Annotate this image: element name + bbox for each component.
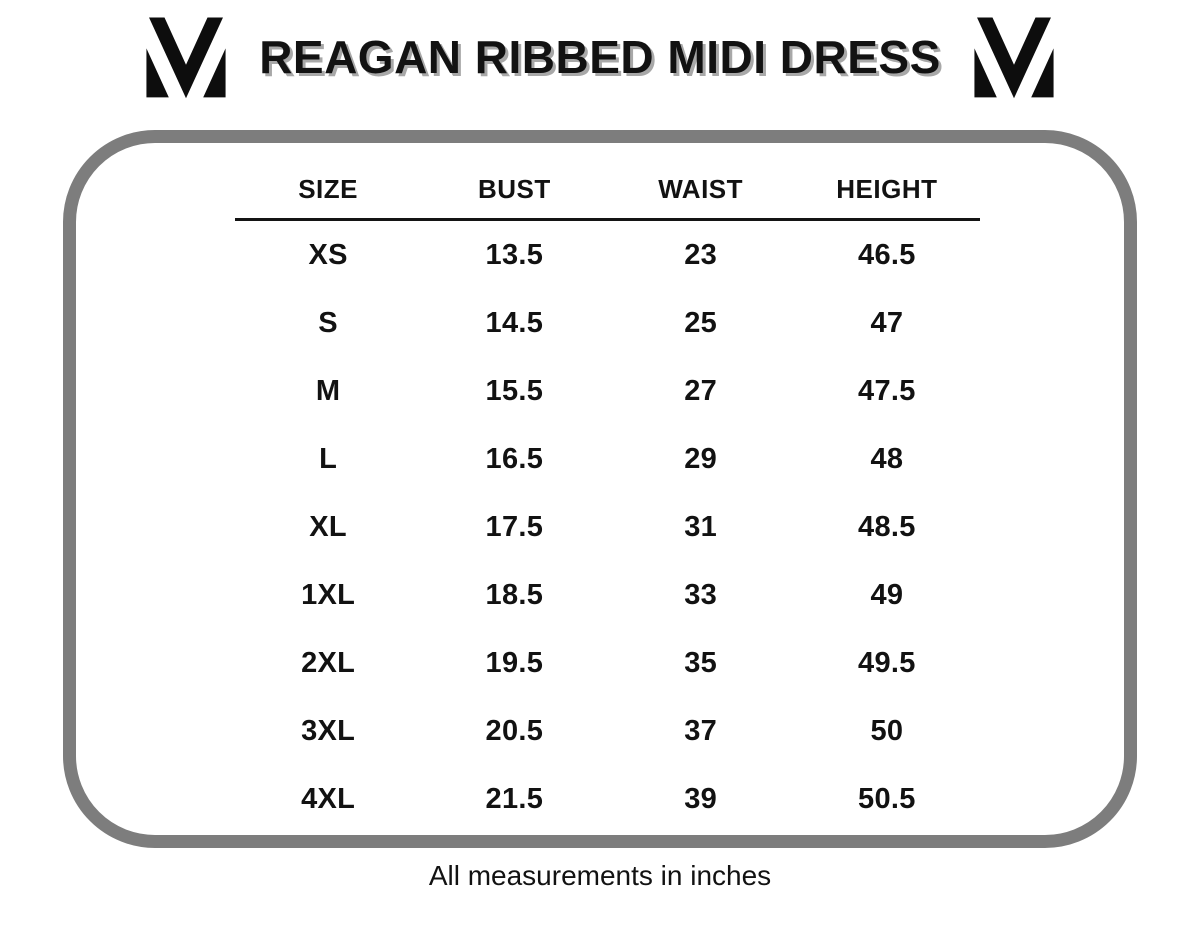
measurement-cell: 37 [684,714,718,747]
measurement-cell: 15.5 [485,374,544,407]
size-label-cell: XL [309,510,347,543]
column-header-bust: BUST [477,173,551,204]
size-table-row: 3XL 20.5 37 50 [235,697,980,765]
measurement-cell: 21.5 [485,782,544,815]
measurement-cell: 16.5 [485,442,544,475]
size-label-cell: M [315,374,341,407]
mm-monogram-icon [143,12,229,102]
size-table-row: 4XL 21.5 39 50.5 [235,765,980,833]
page-title: REAGAN RIBBED MIDI DRESS [259,31,941,83]
measurement-cell: 48.5 [858,510,916,543]
size-table: SIZE BUST WAIST HEIGHT XS 13.5 23 46.5 S 14.5… [235,160,980,833]
measurement-cell: 19.5 [485,646,544,679]
measurement-cell: 47 [870,306,904,339]
size-label-cell: 2XL [301,646,356,679]
measurement-cell: 47.5 [858,374,916,407]
measurement-cell: 46.5 [858,238,916,271]
size-label-cell: L [319,442,338,475]
size-table-row: XL 17.5 31 48.5 [235,493,980,561]
size-label-cell: S [318,306,338,339]
measurement-cell: 17.5 [485,510,544,543]
column-header-waist: WAIST [658,173,744,204]
size-label-cell: 4XL [301,782,356,815]
measurement-cell: 35 [684,646,718,679]
footer-note: All measurements in inches [428,860,772,891]
column-header-height: HEIGHT [836,173,938,204]
size-label-cell: 3XL [301,714,356,747]
column-header-size: SIZE [298,173,359,204]
measurement-cell: 13.5 [485,238,544,271]
size-table-row: XS 13.5 23 46.5 [235,221,980,289]
size-table-body: XS 13.5 23 46.5 S 14.5 25 47 M 15.5 27 47.5 L 16.5 29 4… [235,221,980,833]
size-table-row: M 15.5 27 47.5 [235,357,980,425]
measurement-cell: 49 [870,578,904,611]
measurement-cell: 29 [684,442,718,475]
mm-monogram-icon [971,12,1057,102]
measurement-cell: 33 [684,578,718,611]
size-table-row: L 16.5 29 48 [235,425,980,493]
measurement-cell: 20.5 [485,714,544,747]
measurement-cell: 48 [870,442,904,475]
measurement-cell: 27 [684,374,718,407]
measurement-cell: 23 [684,238,718,271]
header: REAGAN RIBBED MIDI DRESS [0,12,1200,102]
measurement-cell: 18.5 [485,578,544,611]
size-label-cell: XS [308,238,348,271]
measurement-cell: 50 [870,714,904,747]
size-table-row: 1XL 18.5 33 49 [235,561,980,629]
size-label-cell: 1XL [301,578,356,611]
measurement-cell: 31 [684,510,718,543]
measurement-cell: 49.5 [858,646,916,679]
size-table-row: 2XL 19.5 35 49.5 [235,629,980,697]
size-table-header-row: SIZE BUST WAIST HEIGHT [235,160,980,221]
measurement-cell: 14.5 [485,306,544,339]
size-chart-card: SIZE BUST WAIST HEIGHT XS 13.5 23 46.5 S 14.5… [63,130,1137,848]
measurement-cell: 25 [684,306,718,339]
size-table-row: S 14.5 25 47 [235,289,980,357]
measurement-cell: 50.5 [858,782,916,815]
measurement-cell: 39 [684,782,718,815]
